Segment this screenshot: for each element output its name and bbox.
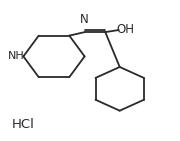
Text: HCl: HCl (12, 118, 35, 131)
Text: NH: NH (8, 51, 25, 61)
Text: N: N (80, 14, 89, 27)
Text: OH: OH (117, 23, 135, 36)
